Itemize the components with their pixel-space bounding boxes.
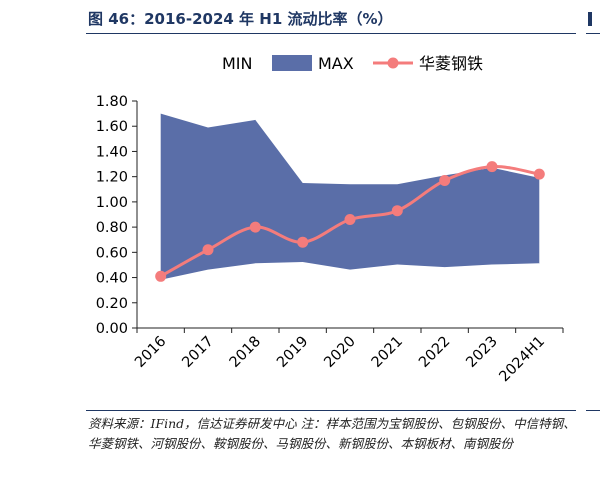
chart-legend: MIN MAX 华菱钢铁 (222, 54, 483, 73)
legend-swatch-hualing-point (387, 57, 399, 69)
x-tick-label-2021: 2021 (369, 334, 406, 371)
y-tick-label-1.20: 1.20 (96, 170, 128, 186)
x-tick-label-2024H1: 2024H1 (497, 334, 549, 386)
min-area-edge (160, 261, 540, 281)
hualing-steel-point-2024H1 (533, 168, 545, 180)
x-tick-label-2016: 2016 (132, 334, 169, 371)
x-tick-label-2022: 2022 (416, 334, 453, 371)
adjacent-panel-marker (588, 12, 592, 26)
adjacent-panel-bottom-divider (586, 410, 600, 411)
chart-title: 图 46：2016-2024 年 H1 流动比率（%） (88, 10, 393, 28)
hualing-steel-point-2022 (439, 175, 451, 186)
x-tick-label-2018: 2018 (227, 334, 264, 371)
y-tick-label-0.00: 0.00 (96, 321, 128, 337)
hualing-steel-point-2023 (486, 161, 498, 173)
y-tick-label-0.40: 0.40 (96, 271, 128, 287)
legend-label-hualing: 华菱钢铁 (419, 54, 483, 73)
legend-label-max: MAX (318, 54, 354, 73)
y-tick-label-1.40: 1.40 (96, 144, 128, 160)
y-tick-label-1.60: 1.60 (96, 119, 128, 135)
y-tick-label-0.20: 0.20 (96, 296, 128, 312)
source-divider (86, 410, 576, 411)
hualing-steel-point-2016 (155, 270, 167, 282)
hualing-steel-point-2019 (297, 236, 309, 248)
hualing-steel-point-2018 (249, 221, 261, 233)
x-tick-label-2019: 2019 (274, 334, 311, 371)
y-tick-label-0.80: 0.80 (96, 220, 128, 236)
title-divider (86, 33, 576, 34)
hualing-steel-point-2017 (202, 244, 214, 256)
source-note: 资料来源：IFind，信达证券研发中心 注：样本范围为宝钢股份、包钢股份、中信特… (88, 416, 576, 451)
max-area (160, 113, 540, 281)
legend-label-min: MIN (222, 54, 253, 73)
hualing-steel-point-2020 (344, 214, 356, 225)
plot-area (155, 113, 545, 282)
hualing-steel-point-2021 (391, 205, 403, 217)
x-tick-label-2023: 2023 (463, 334, 500, 371)
y-tick-label-1.80: 1.80 (96, 94, 128, 110)
current-ratio-chart: MIN MAX 华菱钢铁 0.00 0.20 0.40 0.60 0.80 1.00 1.20 1… (96, 54, 564, 386)
legend-swatch-max (272, 55, 312, 71)
y-tick-label-1.00: 1.00 (96, 195, 128, 211)
y-axis: 0.00 0.20 0.40 0.60 0.80 1.00 1.20 1.40 1.60 1.80 (96, 94, 138, 337)
x-tick-label-2017: 2017 (179, 334, 216, 371)
y-tick-label-0.60: 0.60 (96, 245, 128, 261)
adjacent-panel-divider (586, 33, 600, 34)
x-tick-label-2020: 2020 (321, 334, 358, 371)
